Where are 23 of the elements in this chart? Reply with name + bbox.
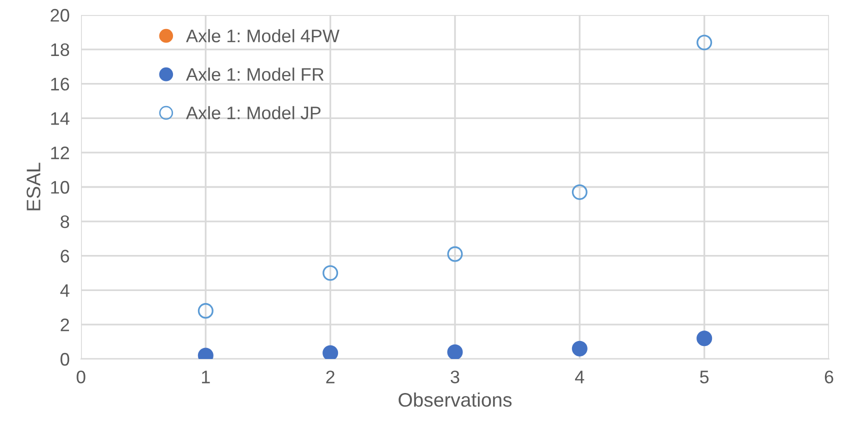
y-tick-label: 20 (50, 8, 70, 22)
y-tick-label: 4 (60, 284, 70, 297)
y-tick-label: 6 (60, 250, 70, 263)
x-tick-label: 5 (700, 370, 709, 384)
y-tick-label: 14 (51, 112, 70, 125)
legend-label: Axle 1: Model JP (186, 106, 321, 120)
y-tick-label: 16 (51, 78, 70, 91)
legend-label: Axle 1: Model FR (186, 68, 324, 81)
x-tick-label: 6 (824, 370, 834, 384)
y-tick-label: 0 (60, 352, 70, 366)
x-tick-label: 2 (326, 370, 334, 384)
legend-label: Axle 1: Model 4PW (186, 29, 340, 42)
y-tick-label: 8 (60, 215, 70, 228)
x-axis-title: Observations (398, 392, 512, 407)
x-tick-label: 0 (76, 370, 86, 384)
y-tick-label: 12 (51, 146, 69, 160)
y-tick-label: 2 (60, 318, 69, 332)
x-tick-label: 3 (450, 370, 460, 384)
x-tick-label: 1 (202, 370, 210, 384)
y-axis-title: ESAL (26, 162, 40, 210)
y-tick-label: 18 (51, 43, 70, 56)
x-tick-label: 4 (575, 370, 584, 384)
y-tick-label: 10 (51, 180, 70, 194)
